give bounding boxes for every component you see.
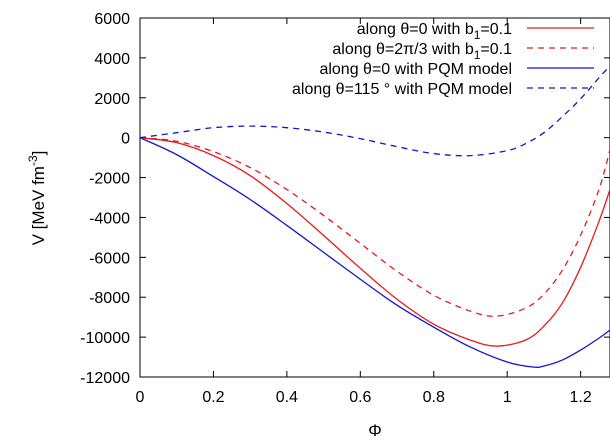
series-red-dashed <box>140 137 610 317</box>
y-tick-label: 6000 <box>94 11 130 28</box>
y-axis-label-sup: -3 <box>26 155 40 166</box>
y-axis: 6000 4000 2000 0 -2000 -4000 -6000 -8000 -10000 -… <box>80 11 610 387</box>
y-tick-label: -6000 <box>89 250 130 267</box>
y-axis-label-close: ] <box>29 151 48 156</box>
y-tick-label: -10000 <box>80 330 130 347</box>
x-tick-label: 0.2 <box>202 389 224 406</box>
series-red-solid <box>140 137 610 347</box>
y-tick-label: -8000 <box>89 290 130 307</box>
y-tick-label: 0 <box>121 131 130 148</box>
legend-label: along θ=0 with PQM model <box>319 61 512 78</box>
y-tick-label: -12000 <box>80 370 130 387</box>
series-blue-dashed <box>140 65 610 157</box>
y-tick-label: 2000 <box>94 91 130 108</box>
x-tick-label: 1 <box>503 389 512 406</box>
x-tick-label: 0.4 <box>276 389 298 406</box>
x-tick-label: 0.6 <box>349 389 371 406</box>
y-tick-label: -4000 <box>89 210 130 227</box>
y-tick-label: 4000 <box>94 51 130 68</box>
x-tick-label: 0.8 <box>423 389 445 406</box>
y-axis-label: V [MeV fm-3] <box>26 151 48 246</box>
legend-label: along θ=0 with b1=0.1 <box>357 21 512 42</box>
legend-label: along θ=115 ° with PQM model <box>292 81 512 98</box>
plot-frame <box>139 17 610 378</box>
plot-border <box>139 17 610 378</box>
x-axis-label: Φ <box>368 421 382 440</box>
y-axis-label-main: V [MeV fm <box>29 166 48 245</box>
legend-label: along θ=2π/3 with b1=0.1 <box>332 41 512 62</box>
series-lines <box>140 65 610 368</box>
series-blue-solid <box>140 137 610 368</box>
y-tick-label: -2000 <box>89 171 130 188</box>
x-axis: 0 0.2 0.4 0.6 0.8 1 1.2 <box>136 18 592 406</box>
x-tick-label: 1.2 <box>570 389 592 406</box>
x-tick-label: 0 <box>136 389 145 406</box>
